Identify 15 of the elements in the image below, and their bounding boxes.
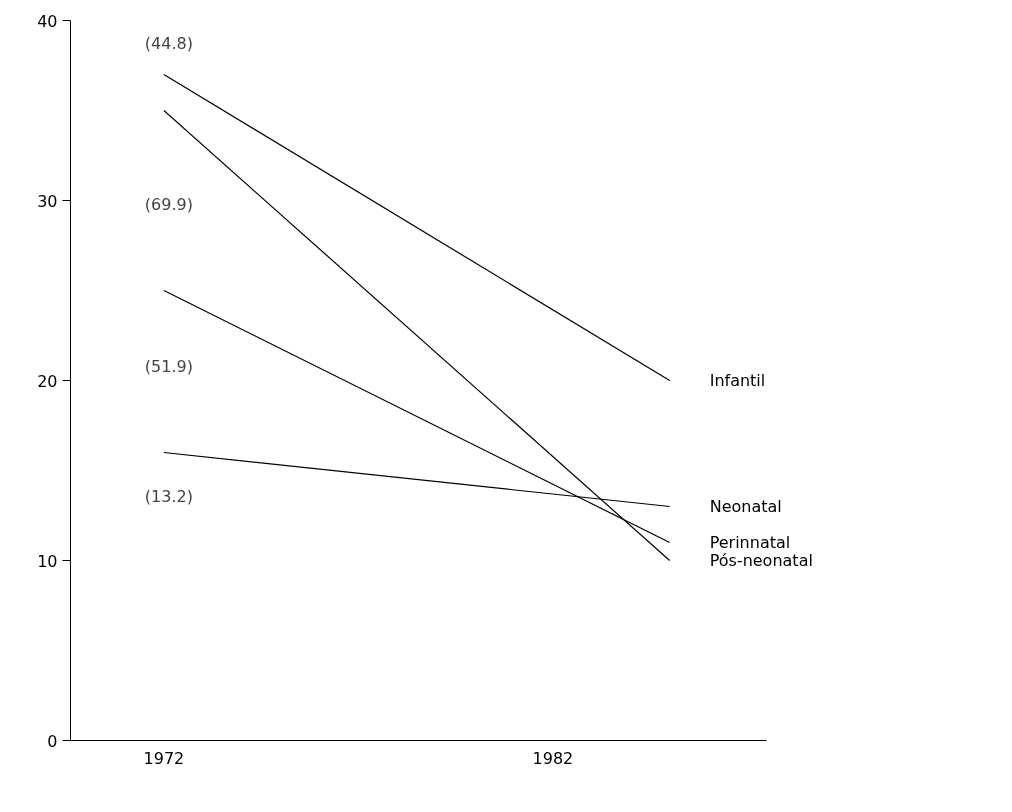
annotation: (13.2) <box>144 487 193 506</box>
x-tick-label: 1972 <box>143 748 185 768</box>
annotation: (51.9) <box>144 357 193 376</box>
y-tick-label: 0 <box>47 731 58 751</box>
text: Pós-neonatal <box>709 551 813 570</box>
y-tick-label: 10 <box>37 551 58 571</box>
y-tick-label: 40 <box>37 11 58 31</box>
x-tick-label: 1982 <box>532 748 574 768</box>
annotation: (44.8) <box>144 34 193 53</box>
y-tick-label: 20 <box>37 371 58 391</box>
text: Infantil <box>709 371 766 390</box>
text: Perinnatal <box>709 533 791 552</box>
text: Neonatal <box>709 497 782 516</box>
y-tick-label: 30 <box>37 191 58 211</box>
annotation: (69.9) <box>144 195 193 214</box>
